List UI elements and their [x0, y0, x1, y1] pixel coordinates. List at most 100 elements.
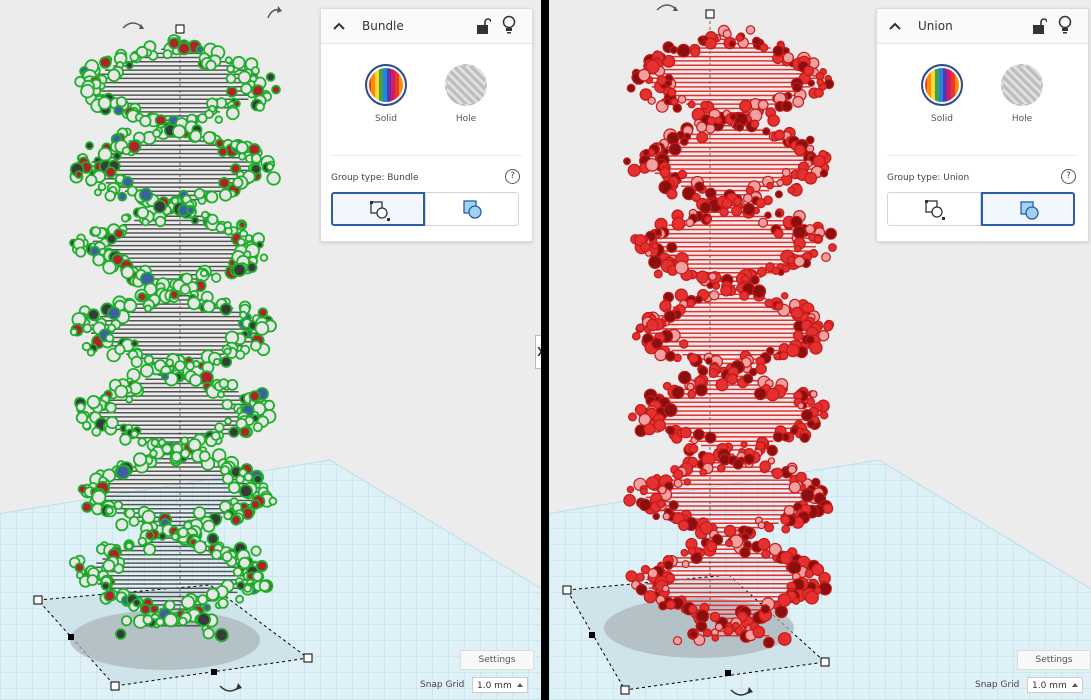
- handle-corner-sw[interactable]: [620, 685, 630, 695]
- bundle-group-button[interactable]: [887, 192, 981, 226]
- handle-corner-se[interactable]: [820, 657, 830, 667]
- atom: [672, 469, 684, 480]
- atom: [805, 334, 815, 345]
- handle-corner-nw[interactable]: [562, 585, 572, 595]
- solid-swatch[interactable]: [921, 64, 963, 106]
- atom: [180, 448, 191, 459]
- atom: [765, 387, 780, 402]
- hole-option[interactable]: Hole: [992, 64, 1052, 134]
- atom: [625, 570, 638, 582]
- union-group-icon: [463, 200, 482, 219]
- handle-top[interactable]: [705, 9, 715, 19]
- atom: [239, 310, 248, 319]
- atom: [189, 129, 203, 143]
- atom: [780, 292, 789, 300]
- atom: [121, 615, 133, 627]
- atom: [172, 124, 187, 139]
- atom: [250, 499, 261, 510]
- handle-side-2[interactable]: [725, 670, 731, 676]
- atom: [681, 560, 690, 569]
- atom: [180, 272, 193, 285]
- atom: [185, 361, 195, 371]
- atom: [741, 532, 750, 541]
- union-group-button[interactable]: [981, 192, 1075, 226]
- atom: [797, 402, 805, 410]
- atom: [210, 431, 221, 441]
- help-icon[interactable]: ?: [1061, 169, 1076, 184]
- chevron-up-icon[interactable]: [887, 18, 903, 34]
- atom: [714, 116, 723, 125]
- snap-grid-select[interactable]: 1.0 mm: [472, 677, 528, 693]
- handle-side[interactable]: [589, 632, 595, 638]
- atom: [712, 281, 721, 290]
- atom: [228, 426, 240, 438]
- atom: [240, 82, 253, 95]
- atom: [86, 574, 99, 586]
- atom: [668, 500, 679, 511]
- dna-model-bundle[interactable]: [68, 34, 281, 643]
- lightbulb-icon[interactable]: [1057, 15, 1073, 35]
- atom: [742, 373, 754, 384]
- handle-corner-sw[interactable]: [110, 681, 120, 691]
- atom: [793, 255, 806, 268]
- atom: [141, 509, 156, 524]
- atom: [645, 59, 660, 74]
- atom: [726, 373, 738, 385]
- atom: [651, 337, 663, 350]
- solid-swatch[interactable]: [365, 64, 407, 106]
- atom: [787, 560, 802, 575]
- handle-side[interactable]: [68, 634, 74, 640]
- atom: [774, 210, 783, 218]
- hole-option[interactable]: Hole: [436, 64, 496, 134]
- collapse-panel-tab[interactable]: ❯: [535, 335, 541, 369]
- atom: [219, 302, 233, 316]
- atom: [85, 174, 98, 187]
- atom: [195, 45, 204, 54]
- atom: [214, 627, 229, 643]
- solid-option[interactable]: Solid: [912, 64, 972, 134]
- help-icon[interactable]: ?: [505, 169, 520, 184]
- snap-grid-select[interactable]: 1.0 mm: [1027, 677, 1083, 693]
- atom: [755, 198, 766, 209]
- atom: [235, 349, 246, 360]
- bundle-group-icon: [370, 201, 390, 221]
- atom: [81, 341, 92, 352]
- atom: [75, 402, 86, 413]
- viewport-3d[interactable]: [549, 0, 1091, 700]
- union-group-button[interactable]: [425, 192, 519, 226]
- atom: [767, 114, 780, 127]
- bundle-group-button[interactable]: [331, 192, 425, 226]
- atom: [161, 443, 173, 455]
- settings-button[interactable]: Settings: [1017, 650, 1091, 670]
- atom: [671, 385, 685, 400]
- atom: [125, 541, 134, 551]
- atom: [705, 357, 713, 365]
- lightbulb-icon[interactable]: [501, 15, 517, 35]
- lock-open-icon[interactable]: [1031, 17, 1047, 35]
- hole-swatch[interactable]: [445, 64, 487, 106]
- atom: [759, 43, 769, 53]
- hole-swatch[interactable]: [1001, 64, 1043, 106]
- handle-corner-nw[interactable]: [33, 595, 43, 605]
- lock-open-icon[interactable]: [475, 17, 491, 35]
- atom: [753, 387, 767, 401]
- hole-label: Hole: [455, 114, 477, 124]
- snap-grid-label: Snap Grid: [975, 680, 1020, 690]
- atom: [212, 357, 221, 366]
- handle-corner-se[interactable]: [303, 653, 313, 663]
- viewport-3d[interactable]: [0, 0, 541, 700]
- dna-model-union[interactable]: [623, 24, 837, 649]
- panel-header: Bundle: [321, 9, 532, 44]
- atom: [731, 205, 743, 217]
- atom: [239, 426, 251, 438]
- atom: [740, 440, 748, 448]
- atom: [113, 228, 125, 240]
- atom: [766, 346, 775, 356]
- atom: [792, 225, 807, 240]
- chevron-up-icon[interactable]: [331, 18, 347, 34]
- settings-button[interactable]: Settings: [460, 650, 534, 670]
- solid-option[interactable]: Solid: [356, 64, 416, 134]
- atom: [680, 426, 692, 439]
- handle-top[interactable]: [175, 24, 185, 34]
- handle-side-2[interactable]: [211, 669, 217, 675]
